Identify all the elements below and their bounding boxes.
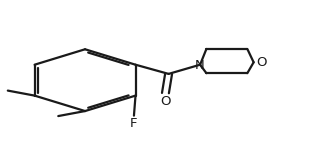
Text: F: F <box>130 117 138 130</box>
Text: O: O <box>160 95 171 108</box>
Text: O: O <box>256 56 267 69</box>
Text: N: N <box>195 59 205 72</box>
